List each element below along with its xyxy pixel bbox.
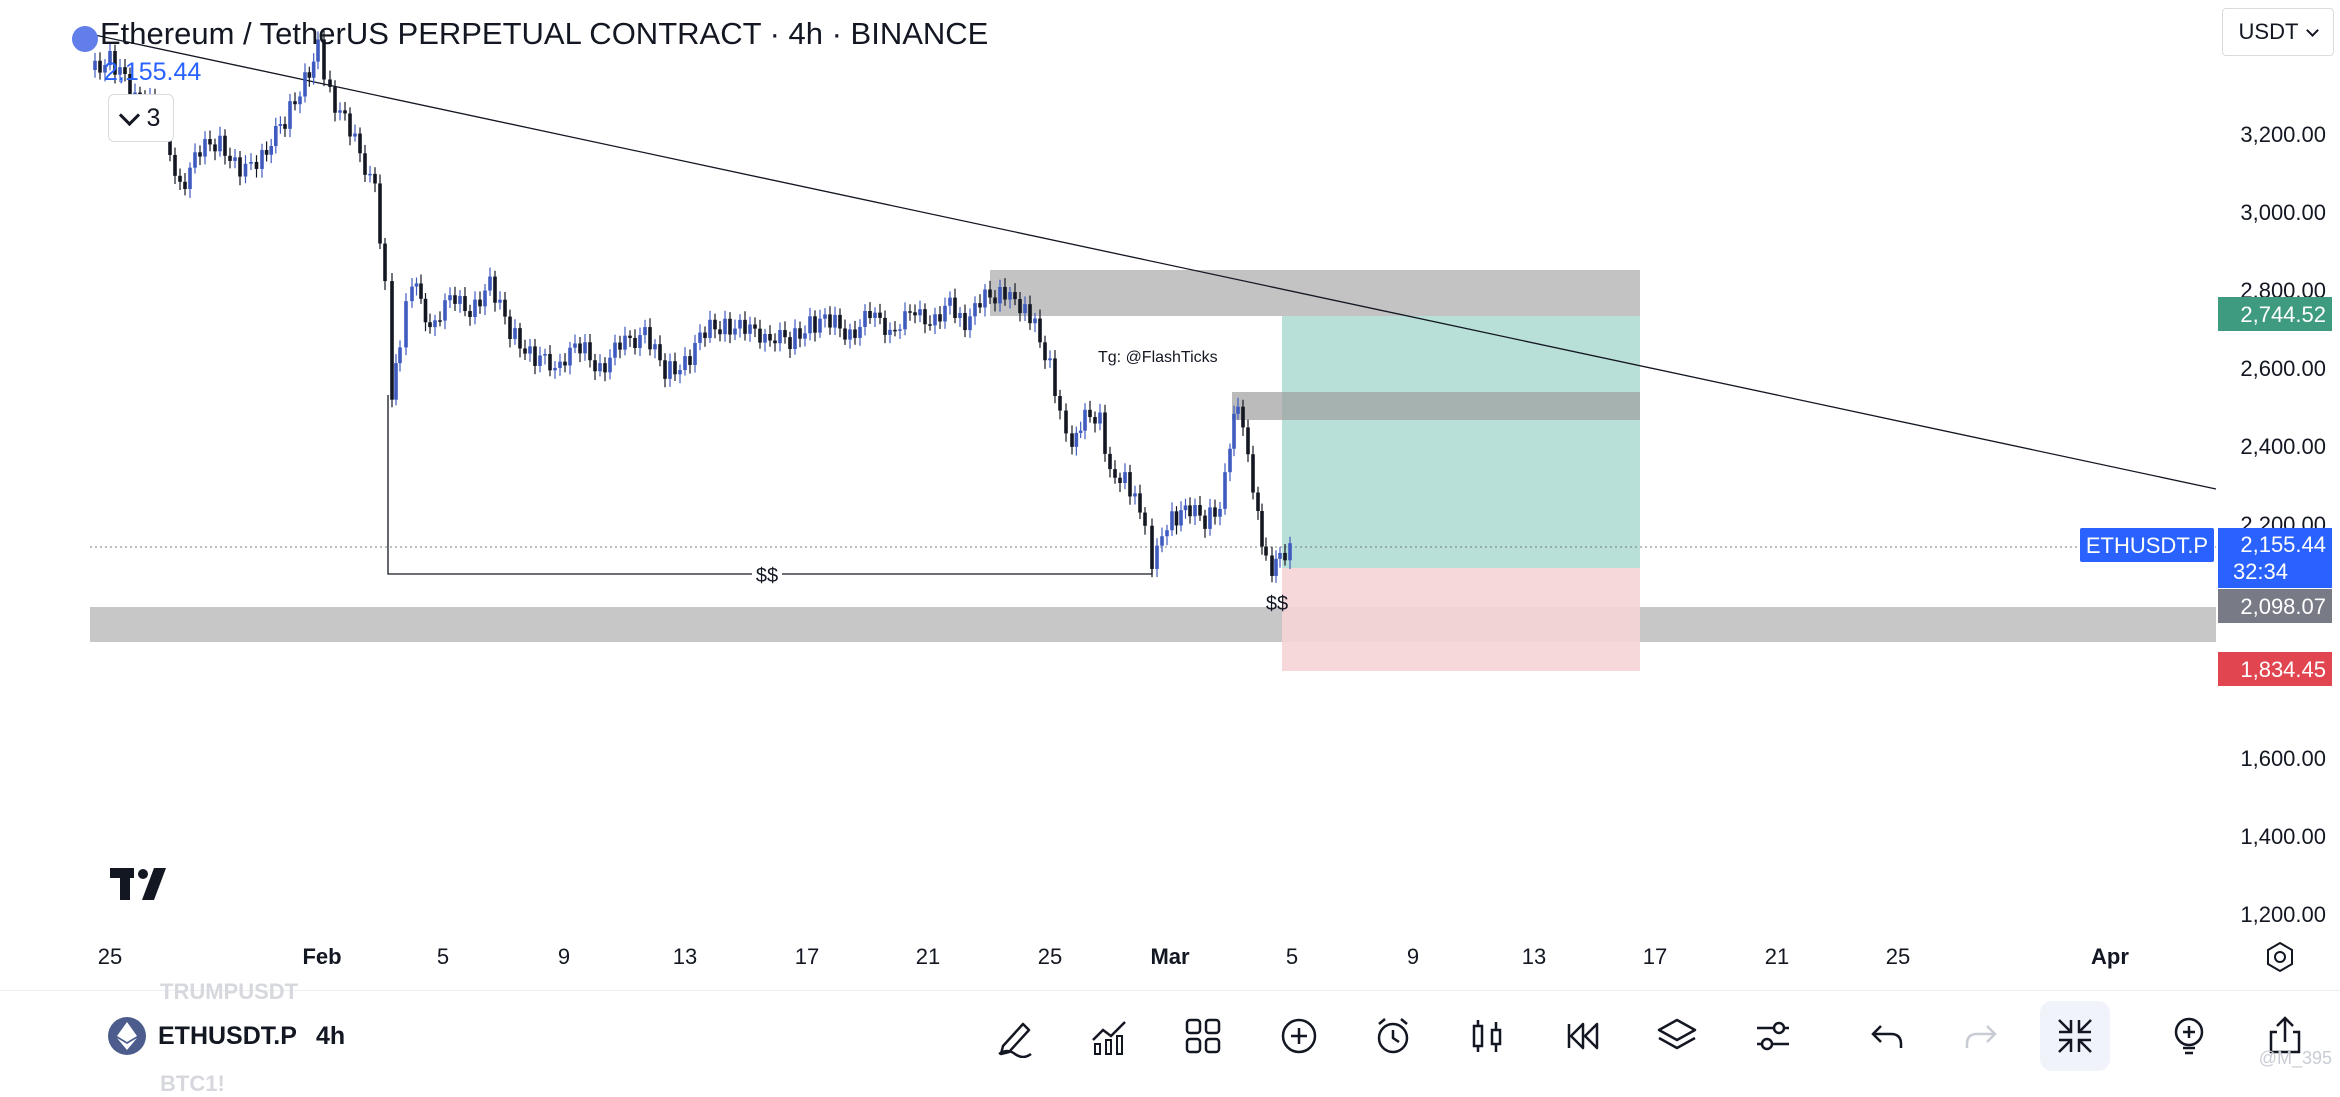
x-tick: 5 — [437, 944, 449, 969]
y-tick: 2,600.00 — [2240, 356, 2326, 381]
replay-icon — [1567, 1022, 1599, 1050]
currency-value: USDT — [2238, 19, 2299, 44]
symbol-selector[interactable]: ETHUSDT.P — [108, 1011, 297, 1061]
undo-icon — [1871, 1025, 1903, 1048]
ethereum-icon — [72, 26, 98, 52]
take-profit-zone — [1282, 316, 1640, 568]
liquidity-label-1: $$ — [756, 565, 778, 587]
chevron-down-icon — [118, 104, 140, 126]
stop-loss-zone — [1282, 568, 1640, 671]
symbol-name: ETHUSDT.P — [158, 1021, 297, 1050]
alert-icon — [1377, 1018, 1409, 1054]
undo-button[interactable] — [1858, 1007, 1916, 1065]
x-tick: Mar — [1150, 944, 1190, 969]
y-tick: 1,400.00 — [2240, 824, 2326, 849]
mid-supply-zone — [1232, 392, 1640, 420]
redo-button[interactable] — [1952, 1007, 2010, 1065]
x-tick: 13 — [1522, 944, 1546, 969]
y-tick: 3,000.00 — [2240, 200, 2326, 225]
x-tick: Apr — [2091, 944, 2129, 969]
symbol-price-tag — [2080, 528, 2214, 562]
y-tick: 2,400.00 — [2240, 434, 2326, 459]
current-price-label — [2218, 528, 2332, 588]
price-chart[interactable]: $$ $$ Tg: @FlashTicks 3,200.00 3,000.00 … — [0, 0, 2340, 990]
entry-price-label — [2218, 589, 2332, 623]
chart-header: Ethereum / TetherUS PERPETUAL CONTRACT ·… — [72, 14, 989, 54]
x-tick: 21 — [1765, 944, 1789, 969]
indicators-icon — [1092, 1021, 1126, 1055]
ethereum-icon — [108, 1017, 146, 1055]
stop-price-label — [2218, 652, 2332, 686]
x-tick: 17 — [795, 944, 819, 969]
price-axis[interactable]: 3,200.00 3,000.00 2,800.00 2,600.00 2,40… — [2240, 122, 2326, 927]
chart-title[interactable]: Ethereum / TetherUS PERPETUAL CONTRACT ·… — [100, 16, 989, 51]
redo-icon — [1965, 1025, 1997, 1048]
draw-button[interactable] — [986, 1007, 1044, 1065]
replay-button[interactable] — [1554, 1007, 1612, 1065]
timeframe-selector[interactable]: 4h — [316, 1021, 346, 1050]
add-icon — [1281, 1018, 1317, 1054]
x-tick: 25 — [1038, 944, 1062, 969]
stop-price-text: 1,834.45 — [2240, 657, 2326, 682]
y-tick: 1,600.00 — [2240, 746, 2326, 771]
upper-supply-zone — [990, 270, 1640, 316]
share-button[interactable] — [2256, 1007, 2314, 1065]
x-tick: 9 — [558, 944, 570, 969]
chart-settings-icon[interactable] — [2267, 941, 2293, 973]
draw-icon — [998, 1022, 1032, 1058]
symbol-tag-text: ETHUSDT.P — [2086, 533, 2208, 558]
x-tick: 25 — [1886, 944, 1910, 969]
x-tick: 17 — [1643, 944, 1667, 969]
share-icon — [2269, 1016, 2301, 1054]
time-axis[interactable]: 25 Feb 5 9 13 17 21 25 Mar 5 9 13 17 21 … — [98, 944, 2130, 969]
layers-button[interactable] — [1648, 1007, 1706, 1065]
bottom-toolbar: TRUMPUSDT BTC1! ETHUSDT.P 4h — [0, 979, 2340, 1096]
fullscreen-exit-icon — [2058, 1019, 2092, 1053]
target-price-label — [2218, 297, 2332, 331]
add-button[interactable] — [1270, 1007, 1328, 1065]
fullscreen-exit-button[interactable] — [2040, 1001, 2110, 1071]
ideas-icon — [2174, 1017, 2204, 1055]
lower-demand-zone — [90, 607, 2216, 642]
y-tick: 1,200.00 — [2240, 902, 2326, 927]
x-tick: 21 — [916, 944, 940, 969]
indicator-count: 3 — [146, 103, 161, 132]
tradingview-logo — [110, 868, 174, 905]
watermark: @M_395 — [2258, 1048, 2332, 1068]
currency-select[interactable]: USDT — [2222, 8, 2334, 56]
last-price: 2,155.44 — [104, 58, 202, 86]
ghost-symbol-above: TRUMPUSDT — [160, 979, 299, 1004]
alert-button[interactable] — [1364, 1007, 1422, 1065]
layout-button[interactable] — [1174, 1007, 1232, 1065]
y-tick: 3,200.00 — [2240, 122, 2326, 147]
candle-type-icon — [1472, 1020, 1502, 1052]
layers-icon — [1657, 1018, 1697, 1050]
current-price-text: 2,155.44 — [2240, 532, 2326, 557]
x-tick: 25 — [98, 944, 122, 969]
candlestick-series — [93, 30, 1292, 583]
settings-icon — [1757, 1021, 1789, 1051]
x-tick: 13 — [673, 944, 697, 969]
liquidity-label-2: $$ — [1266, 593, 1288, 615]
indicators-button[interactable] — [1080, 1007, 1138, 1065]
candle-type-button[interactable] — [1458, 1007, 1516, 1065]
chevron-down-icon — [2306, 23, 2320, 37]
ghost-symbol-below: BTC1! — [160, 1071, 225, 1096]
ideas-button[interactable] — [2160, 1007, 2218, 1065]
x-tick: 5 — [1286, 944, 1298, 969]
entry-price-text: 2,098.07 — [2240, 594, 2326, 619]
settings-button[interactable] — [1744, 1007, 1802, 1065]
layout-icon — [1185, 1018, 1221, 1054]
x-tick: Feb — [302, 944, 341, 969]
chart-annotation: Tg: @FlashTicks — [1098, 349, 1218, 366]
trend-line[interactable] — [89, 33, 2217, 490]
candle-countdown-text: 32:34 — [2233, 559, 2288, 584]
target-price-text: 2,744.52 — [2240, 302, 2326, 327]
indicators-toggle-button[interactable]: 3 — [108, 94, 174, 142]
x-tick: 9 — [1407, 944, 1419, 969]
